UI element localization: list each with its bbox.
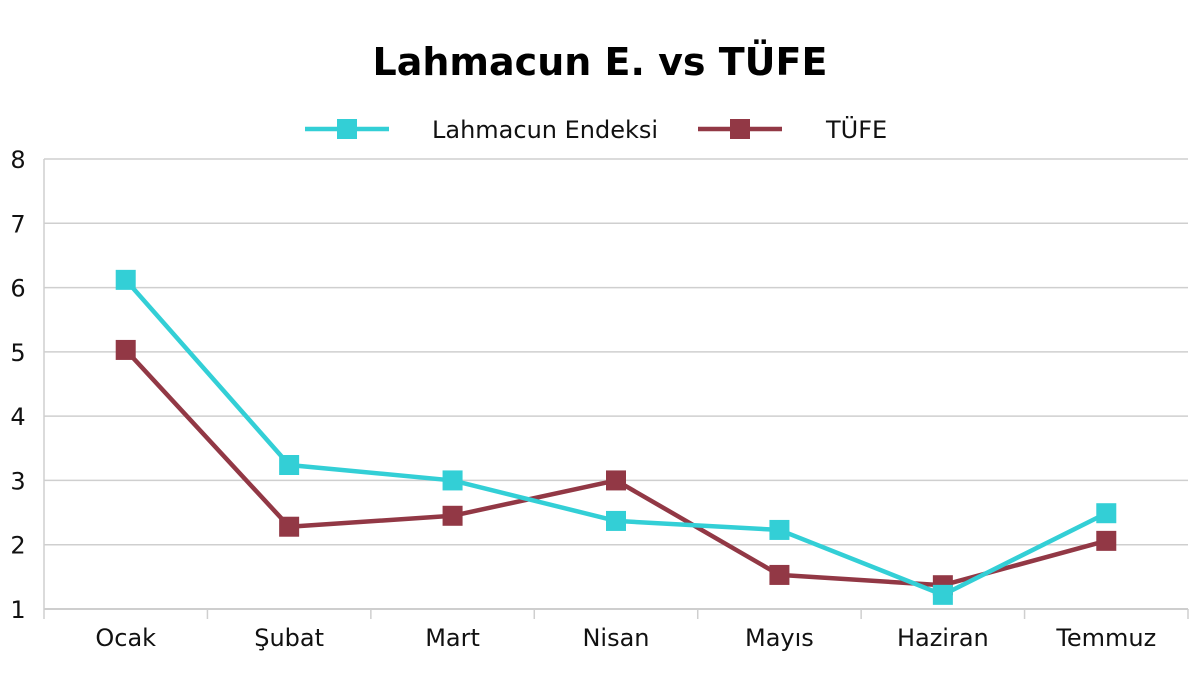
data-point-marker: [442, 470, 463, 491]
y-tick-label: 3: [10, 467, 25, 495]
data-point-marker: [442, 505, 463, 526]
legend-label: TÜFE: [825, 115, 887, 144]
data-point-marker: [279, 516, 300, 537]
series-lahmacun-endeksi: [115, 269, 1117, 605]
y-tick-label: 2: [10, 532, 25, 560]
x-tick-label: Mart: [425, 624, 480, 652]
x-axis: Ocak Şubat Mart Nisan Mayıs Haziran Temmuz: [43, 609, 1189, 652]
data-point-marker: [115, 269, 136, 290]
y-tick-label: 7: [10, 210, 25, 238]
data-point-marker: [932, 584, 953, 605]
y-tick-label: 8: [10, 146, 25, 174]
data-point-marker: [606, 510, 626, 531]
data-point-marker: [1096, 530, 1117, 551]
series-lines: [115, 269, 1117, 605]
x-tick-label: Haziran: [897, 624, 989, 652]
y-tick-label: 1: [10, 596, 25, 624]
legend-label: Lahmacun Endeksi: [432, 116, 658, 144]
data-point-marker: [279, 455, 300, 475]
x-tick-label: Ocak: [95, 624, 156, 652]
data-point-marker: [606, 470, 626, 491]
y-tick-label: 4: [10, 403, 25, 431]
data-point-marker: [769, 564, 790, 585]
data-point-marker: [769, 519, 790, 540]
x-tick-label: Şubat: [254, 624, 324, 652]
y-tick-label: 6: [10, 275, 25, 303]
chart-title: Lahmacun E. vs TÜFE: [373, 40, 828, 84]
data-point-marker: [1096, 503, 1117, 524]
legend: Lahmacun Endeksi TÜFE: [305, 115, 887, 144]
legend-square-marker-icon: [337, 119, 357, 139]
y-tick-label: 5: [10, 339, 25, 367]
y-axis: 1 2 3 4 5 6 7 8: [10, 146, 25, 624]
x-tick-label: Mayıs: [745, 624, 814, 652]
series-tüfe: [115, 339, 1117, 596]
x-tick-label: Nisan: [582, 624, 649, 652]
x-tick-label: Temmuz: [1055, 624, 1156, 652]
legend-square-marker-icon: [730, 119, 750, 139]
data-point-marker: [115, 339, 136, 360]
